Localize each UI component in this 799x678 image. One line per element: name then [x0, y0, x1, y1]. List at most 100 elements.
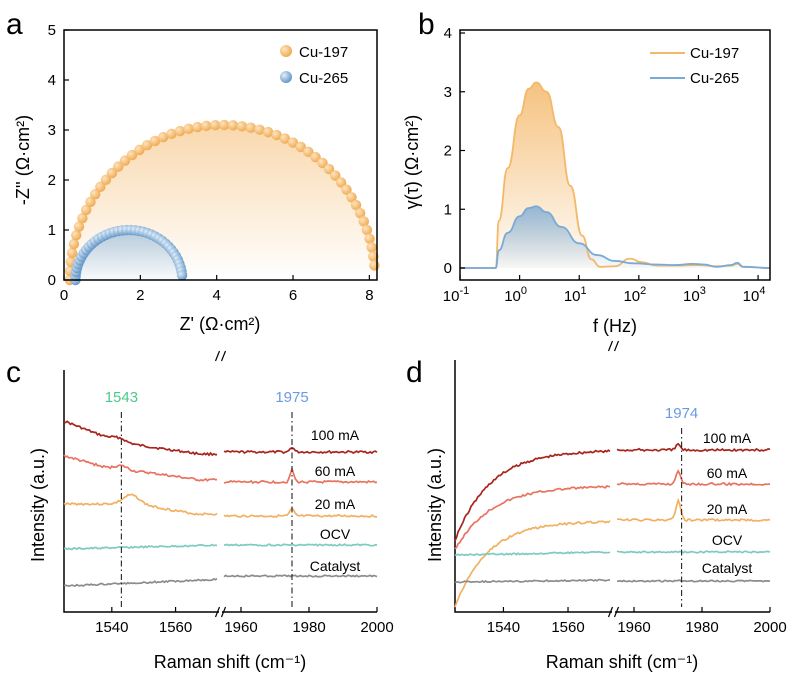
legend-marker-cu265 [280, 71, 292, 83]
panel-c-plot-area: 1540 1560 1960 1980 2000 100 mA 60 mA 20 mA OCV C… [63, 350, 394, 636]
panel-b-legend: Cu-197 Cu-265 [650, 45, 739, 87]
spectrum-20-ma-left [454, 520, 611, 608]
x-tick-label: 10-1 [443, 285, 469, 305]
series-label: Catalyst [702, 560, 753, 576]
series-label: 100 mA [703, 430, 752, 446]
axis-left-segment [63, 370, 219, 613]
data-point [66, 247, 78, 259]
series-fill-cu-265 [460, 206, 770, 268]
y-tick-label: 3 [48, 122, 56, 139]
panel-d: 1540 1560 1960 1980 2000 100 mA 60 mA 20 mA OCV C… [425, 340, 787, 672]
data-point [119, 155, 131, 166]
y-tick-label: 1 [48, 222, 56, 239]
x-tick-label: 6 [289, 287, 297, 304]
spectrum-100-ma-left [454, 449, 611, 542]
data-point [134, 144, 145, 156]
data-point [71, 230, 82, 241]
panel-letter-c: c [6, 356, 21, 389]
spectrum-20-ma-right [617, 497, 771, 522]
spectrum-ocv-left [63, 543, 218, 551]
data-point [126, 149, 138, 161]
x-tick-label: 1540 [95, 619, 128, 636]
x-tick-label: 2000 [360, 619, 393, 636]
data-point [68, 238, 80, 250]
legend-label-cu265: Cu-265 [690, 70, 739, 87]
spectrum-catalyst-left [454, 578, 611, 584]
spectrum-100-ma-left [63, 420, 217, 457]
panel-b-ylabel: γ(τ) (Ω·cm²) [402, 115, 422, 210]
data-point [361, 224, 373, 236]
panel-a-plot-area [64, 119, 380, 286]
data-point [354, 207, 366, 219]
y-tick-label: 0 [444, 260, 452, 277]
x-tick-label: 8 [365, 287, 373, 304]
x-tick-label: 101 [564, 285, 587, 305]
x-tick-label: 1960 [617, 619, 650, 636]
y-tick-label: 5 [48, 22, 56, 39]
panel-d-xlabel: Raman shift (cm⁻¹) [546, 652, 699, 672]
spectrum-100-ma-right [223, 446, 378, 455]
x-tick-label: 0 [60, 287, 68, 304]
panel-b-plot-area [460, 81, 771, 269]
spectrum-catalyst-right [223, 574, 378, 578]
panel-a-legend: Cu-197 Cu-265 [280, 44, 348, 87]
x-tick-label: 1560 [159, 619, 192, 636]
panel-letter-b: b [418, 8, 435, 41]
spectrum-ocv-right [223, 543, 378, 547]
data-point [323, 163, 335, 175]
data-point [174, 125, 186, 137]
x-tick-label: 1960 [224, 619, 257, 636]
series-label: 60 mA [315, 463, 356, 479]
axis-break-mark [613, 606, 620, 618]
panel-b-xlabel: f (Hz) [593, 316, 637, 336]
spectrum-60-ma-right [616, 469, 771, 487]
axis-break-mark [613, 340, 620, 352]
data-point [262, 126, 274, 138]
peak-label: 1543 [105, 389, 138, 406]
data-point [310, 151, 321, 163]
series-label: 60 mA [707, 465, 748, 481]
data-point [77, 212, 88, 224]
series-label: Catalyst [310, 558, 361, 574]
data-point [350, 199, 362, 211]
data-point [106, 167, 118, 179]
panel-b-frame [459, 29, 771, 281]
x-tick-label: 2000 [753, 619, 786, 636]
legend-label-cu197: Cu-197 [690, 45, 739, 62]
data-point [368, 251, 379, 262]
data-point [364, 233, 375, 244]
spectrum-ocv-right [616, 550, 771, 554]
legend-label-cu197: Cu-197 [299, 44, 348, 61]
series-label: 20 mA [315, 496, 356, 512]
y-tick-label: 1 [444, 201, 452, 218]
data-point [369, 260, 380, 271]
series-label: 100 mA [311, 427, 360, 443]
data-point [157, 131, 169, 143]
spectrum-60-ma-left [63, 454, 217, 482]
panel-a: 0 2 4 6 8 0 1 2 3 4 5 -Z'' (Ω·cm²) Z' (Ω·cm²) Cu-1… [13, 22, 380, 334]
axis-break-mark [220, 606, 227, 618]
panel-a-frame [63, 29, 378, 281]
panel-a-ylabel: -Z'' (Ω·cm²) [13, 115, 33, 205]
y-tick-label: 3 [444, 84, 452, 101]
data-point [85, 196, 96, 208]
panel-a-ticks: 0 2 4 6 8 0 1 2 3 4 5 [48, 22, 374, 304]
y-tick-label: 2 [444, 143, 452, 160]
data-point [73, 221, 85, 232]
spectrum-ocv-left [454, 550, 611, 557]
panel-c: 1540 1560 1960 1980 2000 100 mA 60 mA 20 mA OCV C… [28, 350, 394, 672]
data-point [303, 146, 314, 158]
spectrum-catalyst-left [63, 577, 218, 588]
y-tick-label: 0 [48, 272, 56, 289]
panel-letter-d: d [406, 356, 423, 389]
series-label: OCV [320, 526, 351, 542]
y-tick-label: 4 [444, 25, 452, 42]
data-point [149, 135, 161, 147]
series-label: OCV [712, 532, 743, 548]
data-point [210, 119, 221, 131]
peak-label: 1975 [275, 389, 308, 406]
panel-letter-a: a [6, 8, 23, 41]
x-tick-label: 1560 [551, 619, 584, 636]
data-point [201, 120, 212, 132]
